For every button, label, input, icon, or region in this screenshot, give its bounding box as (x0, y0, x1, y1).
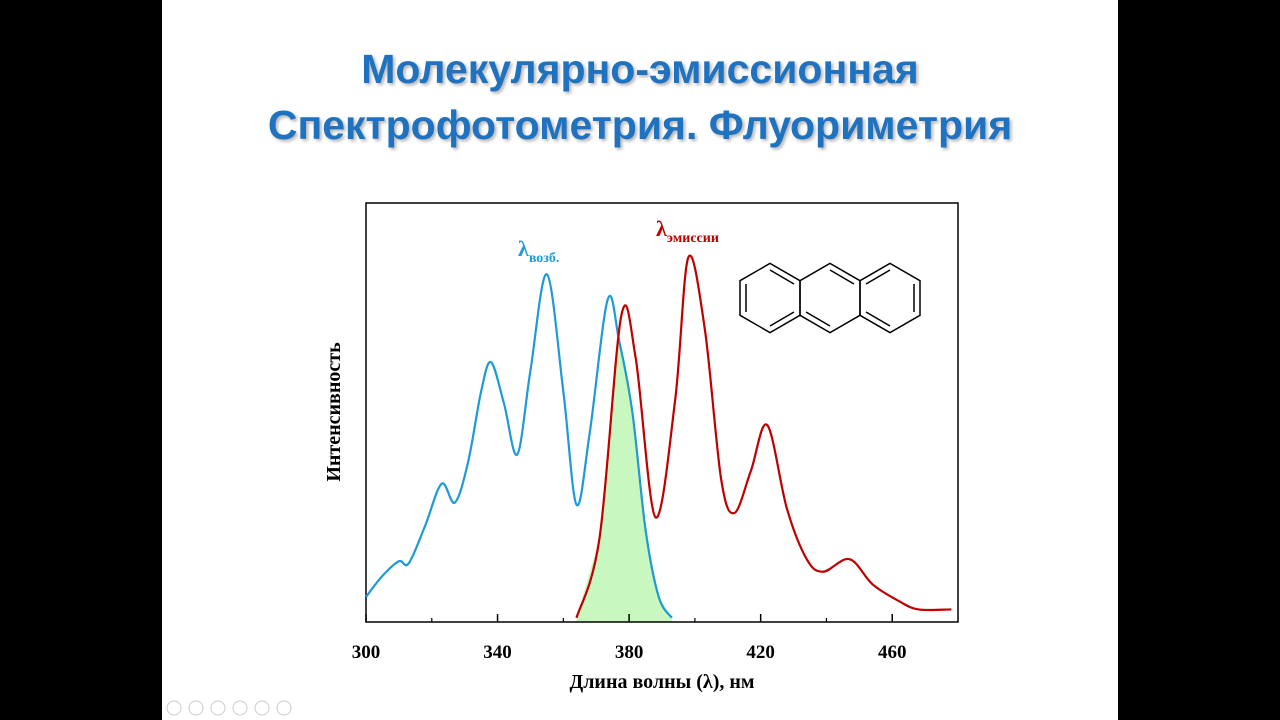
annotation-subscript: эмиссии (667, 231, 719, 246)
line-series (575, 254, 952, 619)
x-tick-label: 460 (878, 642, 907, 663)
annotation: λвозб. (518, 236, 559, 266)
slide-title: Молекулярно-эмиссионная (361, 46, 919, 92)
annotation: λэмиссии (656, 216, 719, 246)
y-axis-title: Интенсивность (323, 342, 345, 482)
slide-title: Спектрофотометрия. Флуориметрия (267, 102, 1013, 148)
annotation-symbol: λ (518, 236, 529, 261)
x-tick-label: 420 (746, 642, 775, 663)
annotation-symbol: λ (656, 216, 667, 241)
plot-frame (365, 202, 959, 623)
line-series (365, 273, 673, 619)
anthracene (739, 262, 921, 334)
x-axis-title: Длина волны (λ), нм (569, 671, 754, 693)
slideshow-toolbar[interactable] (166, 700, 292, 716)
x-tick-label: 340 (483, 642, 512, 663)
x-tick-label: 300 (352, 642, 381, 663)
x-tick-label: 380 (615, 642, 644, 663)
annotation-subscript: возб. (529, 251, 560, 266)
